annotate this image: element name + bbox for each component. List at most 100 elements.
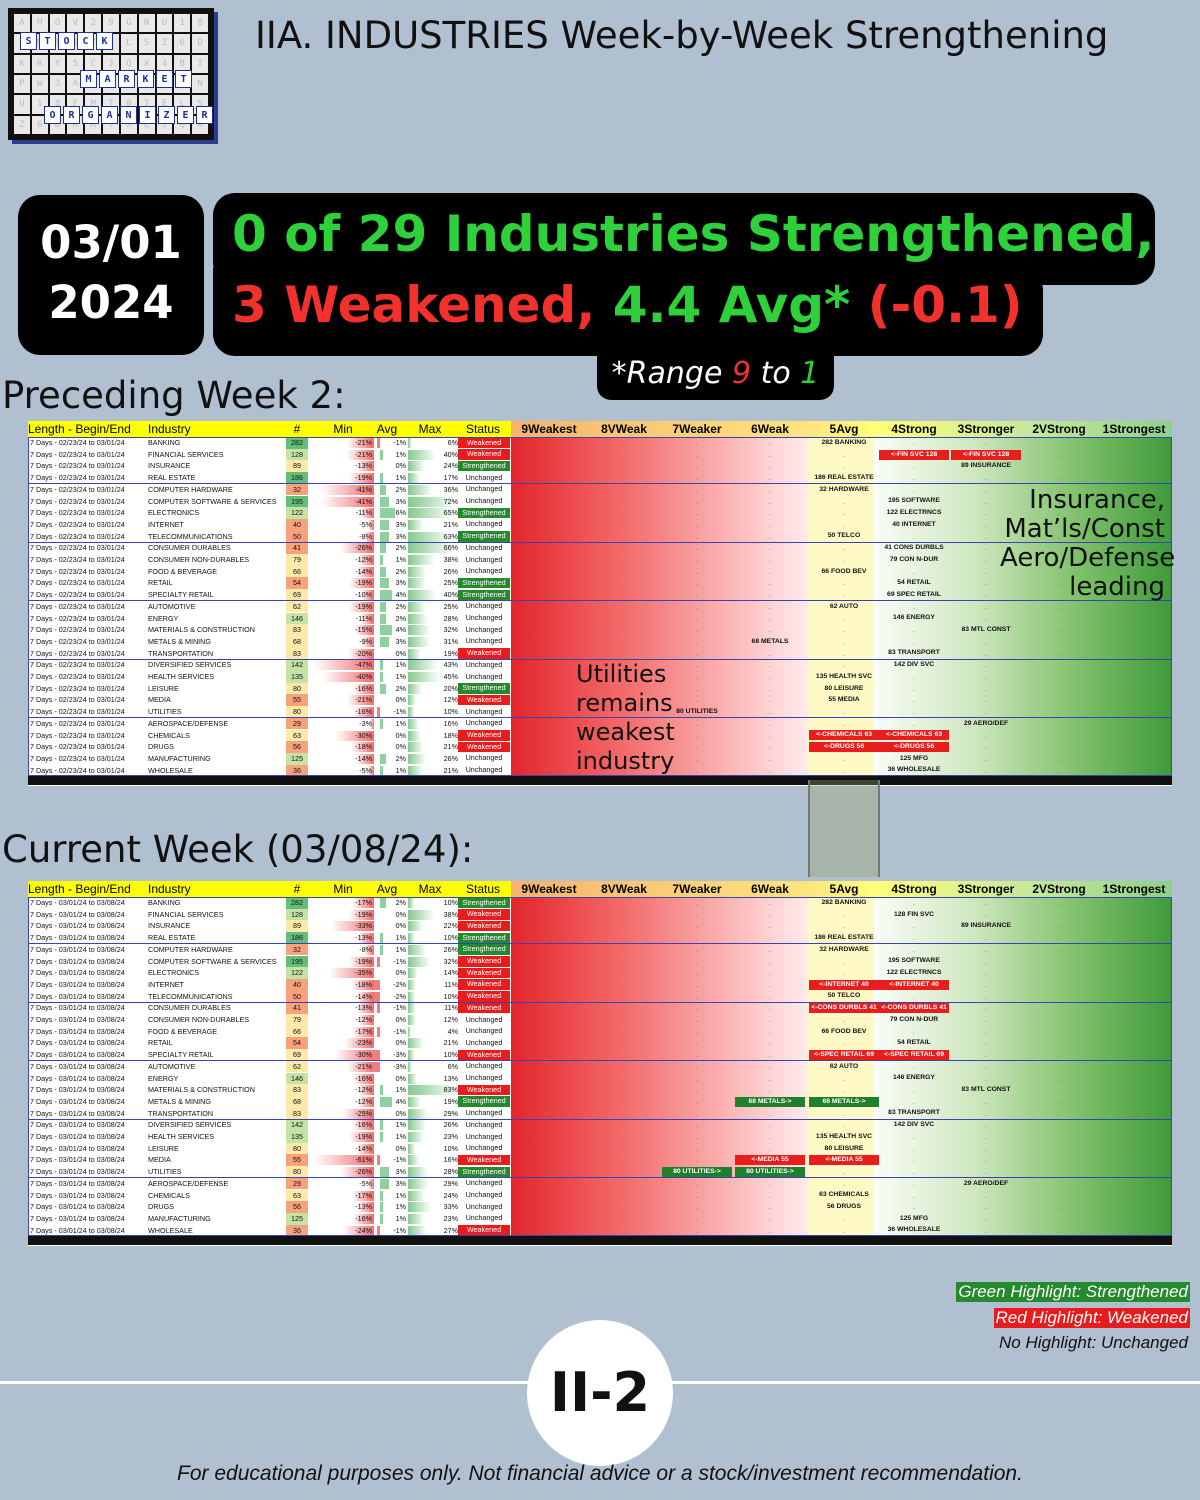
logo-letter: I	[139, 106, 156, 124]
min-cell: -19%	[355, 909, 372, 919]
rank-marker: 282 BANKING	[821, 898, 867, 906]
rank-dot: .	[985, 765, 987, 775]
industry-cell: ELECTRONICS	[148, 968, 200, 978]
rank-dot: .	[1131, 1108, 1133, 1118]
min-cell: -10%	[355, 590, 372, 600]
rank-dot: .	[843, 543, 845, 553]
rank-dot: .	[769, 1073, 771, 1083]
rank-dot: .	[769, 1085, 771, 1095]
status-cell: Unchanged	[465, 496, 503, 505]
status-cell: Unchanged	[465, 1190, 503, 1199]
table-row: 7 Days - 03/01/24 to 03/08/24 LEISURE 80 -1…	[28, 1142, 1172, 1155]
avg-cell: 2%	[395, 753, 406, 763]
rank-dot: .	[913, 1202, 915, 1212]
rank-dot: .	[1131, 438, 1133, 447]
rank-dot: .	[913, 718, 915, 728]
max-cell: 6%	[447, 1061, 458, 1071]
status-cell: Unchanged	[465, 1108, 503, 1118]
status-cell: Strengthened	[458, 944, 510, 955]
avg-bar	[377, 707, 380, 718]
max-cell: 32%	[443, 956, 458, 966]
rank-dot: .	[769, 683, 771, 693]
min-cell: -40%	[355, 672, 372, 681]
max-bar	[408, 531, 453, 542]
max-bar	[408, 979, 416, 990]
rank-dot: .	[623, 968, 625, 978]
rank-marker: 142 DIV SVC	[893, 661, 935, 669]
min-bar	[359, 508, 374, 519]
rank-marker: <-CONS DURBLS 41	[879, 1003, 949, 1014]
rank-dot: .	[769, 707, 771, 717]
count-cell: 50	[286, 990, 308, 1003]
avg-bar	[380, 1167, 389, 1178]
rank-dot: .	[548, 496, 550, 506]
table-body: 7 Days - 03/01/24 to 03/08/24 BANKING 282 -…	[28, 897, 1172, 1247]
rank-dot: .	[1058, 1003, 1060, 1013]
count-cell: 66	[286, 1025, 308, 1038]
min-bar	[346, 438, 374, 448]
rank-marker: <-CHEMICALS 63	[879, 730, 949, 741]
max-bar	[408, 1015, 417, 1025]
rank-dot: .	[548, 898, 550, 907]
rank-dot: .	[1131, 1202, 1133, 1212]
max-bar	[408, 1038, 423, 1049]
rank-marker: 80 UTILITIES->	[662, 1166, 732, 1177]
rank-dot: .	[623, 449, 625, 459]
count-cell: 29	[286, 1177, 308, 1190]
avg-bar	[380, 449, 383, 460]
max-cell: 31%	[443, 636, 458, 646]
min-bar	[351, 1026, 374, 1037]
table-row: 7 Days - 02/23/24 to 03/01/24 COMPUTER SO…	[28, 495, 1172, 508]
rank-dot: .	[696, 1155, 698, 1165]
min-cell: -5%	[359, 765, 372, 775]
status-cell: Weakened	[458, 1002, 510, 1014]
max-cell: 11%	[444, 1003, 458, 1013]
avg-bar	[377, 438, 380, 448]
rank-dot: .	[696, 742, 698, 752]
rank-dot: .	[1131, 991, 1133, 1001]
rank-dot: .	[696, 601, 698, 611]
rank-dot: .	[1058, 991, 1060, 1001]
rank-dot: .	[769, 909, 771, 919]
min-bar	[357, 1202, 374, 1213]
rank-dot: .	[1058, 555, 1060, 564]
period-cell: 7 Days - 02/23/24 to 03/01/24	[30, 484, 125, 494]
rank-marker: 146 ENERGY	[893, 1074, 935, 1082]
max-bar	[408, 461, 425, 472]
rank-dot: .	[769, 1050, 771, 1060]
period-cell: 7 Days - 02/23/24 to 03/01/24	[30, 519, 125, 529]
logo-letter: S	[20, 32, 37, 50]
rank-dot: .	[985, 991, 987, 1001]
rank-dot: .	[1058, 979, 1060, 989]
logo-tile: 8	[192, 14, 208, 33]
rank-dot: .	[985, 898, 987, 907]
rank-dot: .	[696, 660, 698, 670]
count-cell: 83	[286, 1084, 308, 1096]
count-cell: 80	[286, 682, 308, 695]
legend-unchanged: No Highlight: Unchanged	[998, 1333, 1188, 1352]
group-separator	[28, 658, 1172, 660]
rank-dot: .	[985, 933, 987, 943]
rank-dot: .	[769, 613, 771, 623]
rank-dot: .	[548, 1143, 550, 1153]
rank-dot: .	[843, 636, 845, 646]
min-bar	[351, 898, 374, 908]
table-row: 7 Days - 02/23/24 to 03/01/24 CHEMICALS 63…	[28, 729, 1172, 742]
rank-dot: .	[696, 944, 698, 954]
period-cell: 7 Days - 03/01/24 to 03/08/24	[30, 991, 125, 1001]
rank-dot: .	[1058, 473, 1060, 483]
rank-dot: .	[548, 683, 550, 693]
logo-letter: K	[137, 70, 154, 88]
max-cell: 72%	[443, 496, 458, 506]
period-cell: 7 Days - 03/01/24 to 03/08/24	[30, 1015, 125, 1024]
logo-letter: O	[58, 32, 75, 50]
rank-dot: .	[696, 898, 698, 907]
rank-dot: .	[985, 519, 987, 529]
table-row: 7 Days - 03/01/24 to 03/08/24 HEALTH SERV…	[28, 1131, 1172, 1143]
rank-dot: .	[843, 765, 845, 775]
leading-annotation: Insurance, Mat’ls/Const Aero/Defense lea…	[1000, 486, 1175, 602]
avg-band	[808, 897, 874, 1237]
rank-dot: .	[548, 636, 550, 646]
rank-marker: <-INTERNET 40	[809, 979, 879, 990]
avg-bar	[377, 956, 380, 967]
